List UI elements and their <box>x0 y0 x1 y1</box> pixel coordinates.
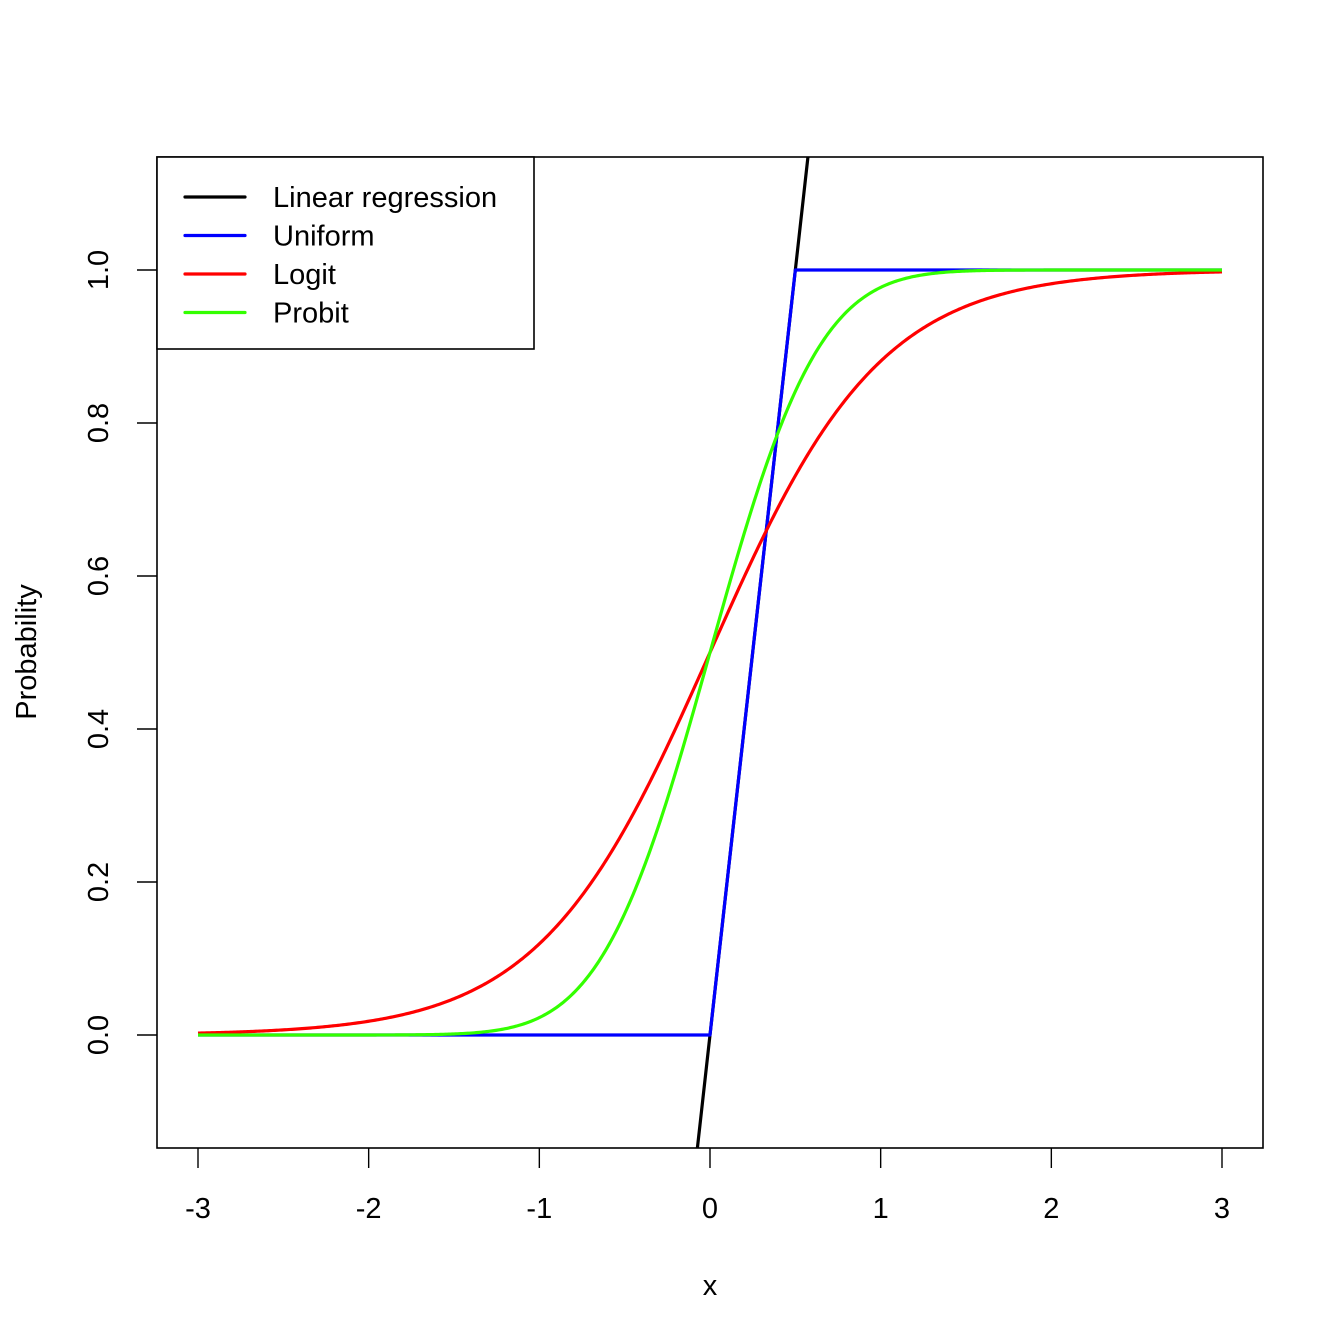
x-tick-label: 2 <box>1043 1193 1059 1225</box>
x-tick-label: -2 <box>356 1193 382 1225</box>
legend-label: Linear regression <box>273 182 497 214</box>
x-tick-label: 1 <box>873 1193 889 1225</box>
y-tick-label: 0.8 <box>83 403 115 443</box>
legend-label: Logit <box>273 259 336 291</box>
y-tick-label: 0.2 <box>83 862 115 902</box>
y-axis-title: Probability <box>11 584 43 720</box>
y-axis: 0.0 0.2 0.4 0.6 0.8 1.0 <box>83 250 157 1055</box>
y-tick-label: 0.6 <box>83 556 115 596</box>
plot-curves <box>197 157 1223 1148</box>
probit-curve <box>198 268 1222 1037</box>
legend-label: Probit <box>273 298 349 330</box>
y-tick-label: 1.0 <box>83 250 115 290</box>
x-axis: -3 -2 -1 0 1 2 3 <box>185 1148 1230 1225</box>
y-tick-label: 0.0 <box>83 1015 115 1055</box>
x-tick-label: 3 <box>1214 1193 1230 1225</box>
legend: Linear regression Uniform Logit Probit <box>156 156 535 350</box>
x-axis-title: x <box>703 1270 718 1302</box>
x-tick-label: 0 <box>702 1193 718 1225</box>
x-tick-label: -1 <box>526 1193 552 1225</box>
legend-box <box>156 156 535 350</box>
legend-label: Uniform <box>273 221 375 253</box>
y-tick-label: 0.4 <box>83 709 115 749</box>
x-tick-label: -3 <box>185 1193 211 1225</box>
